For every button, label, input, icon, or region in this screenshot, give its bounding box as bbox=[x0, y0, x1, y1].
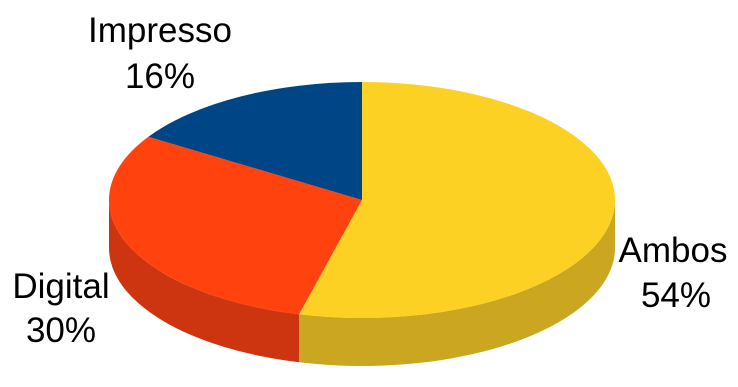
pie-sides bbox=[109, 200, 615, 367]
slice-label-impresso: Impresso bbox=[88, 11, 232, 50]
slice-value-ambos: 54% bbox=[641, 276, 711, 315]
slice-value-impresso: 16% bbox=[125, 57, 195, 96]
slice-label-digital: Digital bbox=[12, 267, 109, 306]
pie-slice-impresso bbox=[148, 82, 362, 200]
pie-side-ambos bbox=[299, 200, 615, 367]
slice-label-ambos: Ambos bbox=[619, 231, 728, 270]
pie-tops bbox=[108, 82, 616, 319]
pie-slice-digital bbox=[108, 136, 362, 315]
slice-value-digital: 30% bbox=[26, 311, 96, 350]
pie-side-digital bbox=[109, 200, 300, 363]
pie-slice-ambos bbox=[299, 82, 616, 319]
